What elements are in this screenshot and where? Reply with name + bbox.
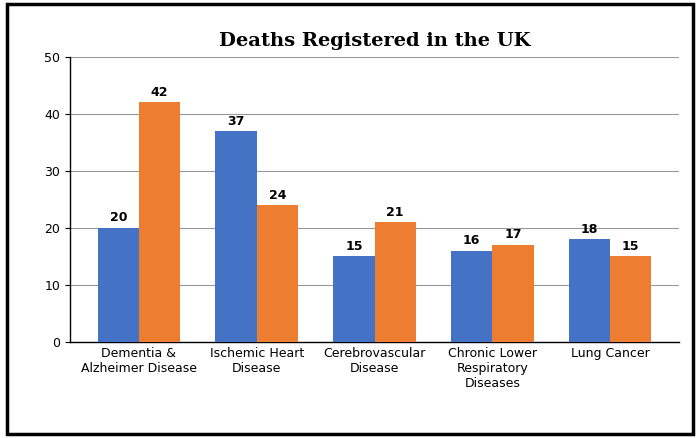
Text: 20: 20 xyxy=(109,212,127,224)
Text: 18: 18 xyxy=(581,223,598,236)
Bar xyxy=(333,256,374,342)
Bar xyxy=(216,131,257,342)
Bar xyxy=(98,228,139,342)
Text: 17: 17 xyxy=(504,229,522,241)
Text: 37: 37 xyxy=(228,115,245,127)
Bar xyxy=(451,251,492,342)
Bar xyxy=(492,245,533,342)
Title: Deaths Registered in the UK: Deaths Registered in the UK xyxy=(218,32,531,50)
Text: 15: 15 xyxy=(345,240,363,253)
Bar xyxy=(374,222,416,342)
Bar xyxy=(610,256,651,342)
Text: 42: 42 xyxy=(150,86,168,99)
Text: 15: 15 xyxy=(622,240,640,253)
Text: 24: 24 xyxy=(269,189,286,201)
Bar xyxy=(569,239,610,342)
Bar xyxy=(257,205,298,342)
Bar xyxy=(139,102,180,342)
Text: 16: 16 xyxy=(463,234,480,247)
Text: 21: 21 xyxy=(386,206,404,219)
